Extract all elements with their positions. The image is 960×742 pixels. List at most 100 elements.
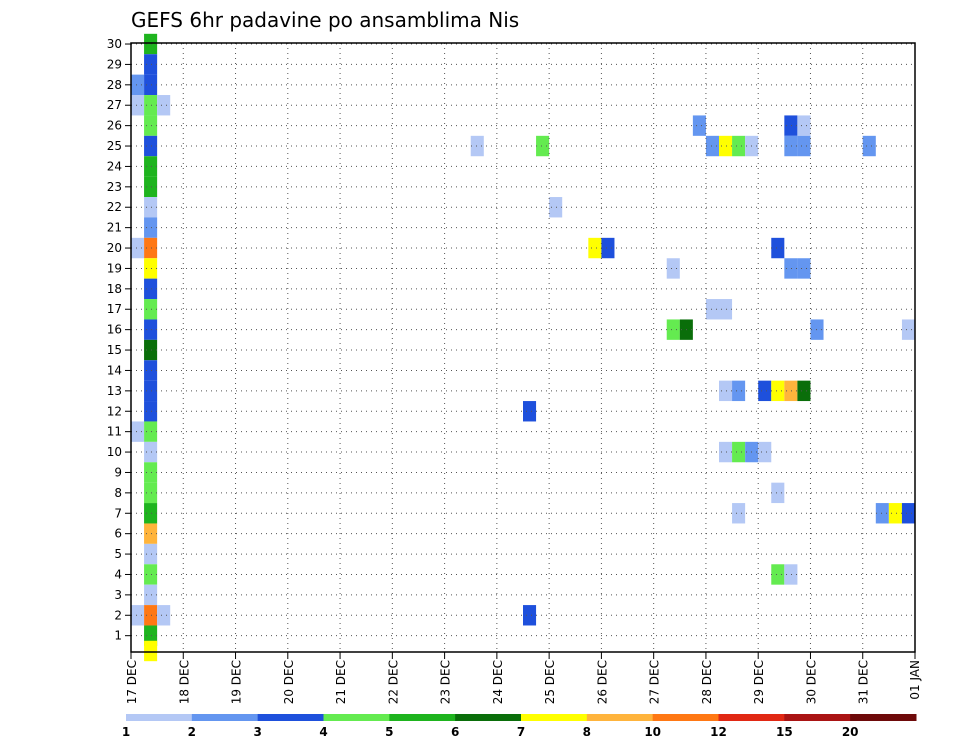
heatmap-cell <box>144 237 158 259</box>
heatmap-cell <box>144 74 158 96</box>
heatmap-cell <box>797 135 811 157</box>
x-tick-label: 28 DEC <box>700 660 714 704</box>
x-tick-label: 31 DEC <box>857 660 871 704</box>
y-tick-label: 17 <box>107 302 122 316</box>
heatmap-cell <box>131 74 145 96</box>
heatmap-cell <box>144 258 158 279</box>
heatmap-cell <box>536 135 550 157</box>
plot-frame <box>130 42 916 653</box>
y-tick-label: 14 <box>107 363 122 377</box>
heatmap-cell <box>901 319 915 340</box>
heatmap-cell <box>771 380 785 402</box>
heatmap-cell <box>157 605 171 626</box>
heatmap-cell <box>144 503 158 524</box>
heatmap-cell <box>523 401 537 422</box>
heatmap-cell <box>719 441 733 463</box>
heatmap-cell <box>144 543 158 565</box>
heatmap-cell <box>732 441 746 463</box>
heatmap-cell <box>144 360 158 381</box>
chart-title: GEFS 6hr padavine po ansamblima Nis <box>131 8 519 32</box>
heatmap-cell <box>784 564 798 585</box>
colorbar-label: 6 <box>451 725 459 739</box>
colorbar-swatch <box>126 714 193 721</box>
heatmap-cell <box>144 640 158 662</box>
colorbar-swatch <box>850 714 917 721</box>
y-tick-label: 6 <box>114 527 122 541</box>
colorbar-label: 7 <box>517 725 525 739</box>
x-tick-label: 19 DEC <box>230 660 244 704</box>
heatmap-cell <box>692 115 706 136</box>
y-tick-label: 13 <box>107 384 122 398</box>
y-tick-label: 1 <box>114 629 122 643</box>
heatmap-cell <box>131 605 145 626</box>
y-tick-label: 5 <box>114 547 122 561</box>
heatmap-cell <box>797 115 811 136</box>
colorbar: 1 2 3 4 5 6 7 8 10 12 15 20 <box>122 714 917 739</box>
colorbar-label: 15 <box>776 725 793 739</box>
x-axis: 17 DEC 18 DEC 19 DEC 20 DEC 21 DEC 22 DEC 23 D… <box>125 652 922 704</box>
y-tick-label: 16 <box>107 323 122 337</box>
heatmap-cell <box>144 33 158 55</box>
y-tick-label: 12 <box>107 404 122 418</box>
heatmap-cell <box>144 523 158 544</box>
heatmap-cell <box>144 441 158 463</box>
y-tick-label: 11 <box>107 425 122 439</box>
x-tick-label: 21 DEC <box>334 660 348 704</box>
x-tick-label: 27 DEC <box>648 660 662 704</box>
x-tick-label: 18 DEC <box>177 660 191 704</box>
colorbar-swatch <box>323 714 390 721</box>
heatmap-cell <box>144 135 158 157</box>
heatmap-cell <box>784 258 798 279</box>
heatmap-cell <box>131 237 145 259</box>
colorbar-swatch <box>718 714 785 721</box>
y-tick-label: 18 <box>107 282 122 296</box>
heatmap-cell <box>732 503 746 524</box>
heatmap-cell <box>157 95 171 116</box>
colorbar-label: 4 <box>319 725 327 739</box>
y-tick-label: 2 <box>114 608 122 622</box>
y-tick-label: 4 <box>114 567 122 581</box>
heatmap-cell <box>131 421 145 442</box>
colorbar-swatch <box>586 714 654 721</box>
y-axis: 1234567891011121314151617181920212223242… <box>107 37 131 643</box>
heatmap-cell <box>601 237 615 259</box>
heatmap-cell <box>732 380 746 402</box>
y-tick-label: 7 <box>114 506 122 520</box>
heatmap-cell <box>588 237 602 259</box>
heatmap-cell <box>470 135 484 157</box>
heatmap-cell <box>705 299 719 320</box>
heatmap-cell <box>144 482 158 504</box>
heatmap-cell <box>144 95 158 116</box>
y-tick-label: 30 <box>107 37 122 51</box>
colorbar-swatch <box>257 714 324 721</box>
heatmap-cell <box>784 380 798 402</box>
heatmap-cell <box>705 135 719 157</box>
heatmap-cell <box>144 176 158 198</box>
heatmap-cell <box>862 135 876 157</box>
heatmap-cell <box>144 605 158 626</box>
heatmap-cell <box>758 441 772 463</box>
heatmap-cell <box>523 605 537 626</box>
x-tick-label: 29 DEC <box>752 660 766 704</box>
heatmap-cell <box>875 503 889 524</box>
heatmap-cell <box>144 299 158 320</box>
y-tick-label: 10 <box>107 445 122 459</box>
heatmap-cell <box>144 339 158 361</box>
colorbar-swatch <box>521 714 588 721</box>
y-tick-label: 22 <box>107 200 122 214</box>
heatmap-cell <box>144 401 158 422</box>
x-tick-label: 26 DEC <box>595 660 609 704</box>
x-tick-label: 17 DEC <box>125 660 139 704</box>
heatmap-cell <box>144 156 158 177</box>
y-tick-label: 8 <box>114 486 122 500</box>
x-tick-label: 24 DEC <box>491 660 505 704</box>
colorbar-swatch <box>191 714 259 721</box>
heatmap-cell <box>666 319 680 340</box>
y-tick-label: 28 <box>107 78 122 92</box>
heatmap-cell <box>144 217 158 238</box>
heatmap-cell <box>771 564 785 585</box>
heatmap-cells <box>131 33 915 662</box>
heatmap-cell <box>719 135 733 157</box>
heatmap-cell <box>144 584 158 606</box>
